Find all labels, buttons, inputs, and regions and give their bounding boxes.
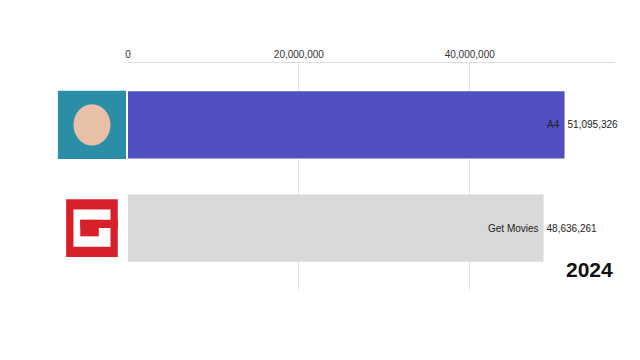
svg-text:51,095,326: 51,095,326 <box>568 119 618 130</box>
svg-text:40,000,000: 40,000,000 <box>445 49 495 60</box>
svg-text:0: 0 <box>125 49 131 60</box>
svg-text:48,636,261: 48,636,261 <box>547 223 597 234</box>
svg-text:A4: A4 <box>547 119 560 130</box>
svg-text:2024: 2024 <box>566 258 613 281</box>
svg-text:20,000,000: 20,000,000 <box>274 49 324 60</box>
svg-text:Get Movies: Get Movies <box>488 223 539 234</box>
